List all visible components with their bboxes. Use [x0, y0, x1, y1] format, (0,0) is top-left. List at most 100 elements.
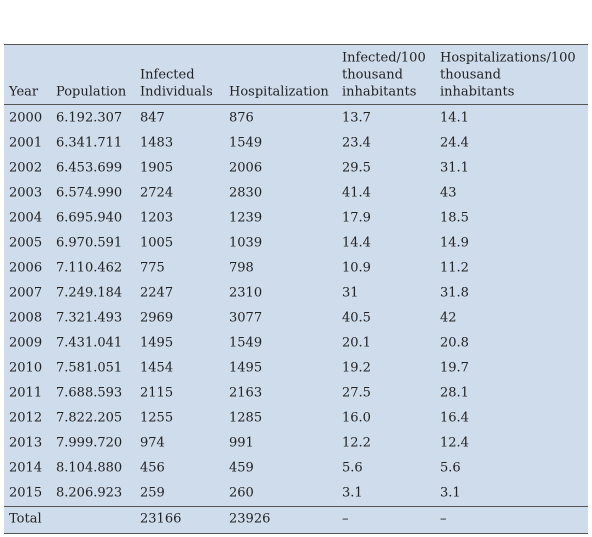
cell: 2310 — [229, 285, 263, 301]
cell: 1549 — [229, 335, 263, 351]
cell: 2015 — [9, 485, 43, 501]
cell: 2830 — [229, 185, 263, 201]
cell: 2008 — [9, 310, 43, 326]
header-cell: Year — [9, 84, 39, 100]
cell: 24.4 — [440, 135, 469, 151]
cell: 456 — [140, 460, 165, 476]
cell: 2724 — [140, 185, 174, 201]
cell: 7.431.041 — [56, 335, 123, 351]
cell: 40.5 — [342, 310, 371, 326]
cell: 259 — [140, 485, 165, 501]
total-cell: – — [440, 511, 447, 527]
cell: 1255 — [140, 410, 174, 426]
cell: 16.4 — [440, 410, 469, 426]
cell: 7.999.720 — [56, 435, 123, 451]
cell: 11.2 — [440, 260, 469, 276]
cell: 798 — [229, 260, 254, 276]
cell: 18.5 — [440, 210, 469, 226]
cell: 42 — [440, 310, 457, 326]
cell: 6.574.990 — [56, 185, 123, 201]
table — [4, 44, 588, 534]
cell: 7.581.051 — [56, 360, 123, 376]
cell: 7.249.184 — [56, 285, 123, 301]
cell: 7.822.205 — [56, 410, 123, 426]
cell: 2001 — [9, 135, 43, 151]
cell: 1239 — [229, 210, 263, 226]
cell: 31.8 — [440, 285, 469, 301]
cell: 20.1 — [342, 335, 371, 351]
cell: 12.2 — [342, 435, 371, 451]
cell: 1483 — [140, 135, 174, 151]
cell: 6.192.307 — [56, 110, 123, 126]
cell: 27.5 — [342, 385, 371, 401]
total-cell: Total — [9, 511, 42, 527]
header-cell: thousand — [342, 67, 403, 83]
cell: 2002 — [9, 160, 43, 176]
cell: 12.4 — [440, 435, 469, 451]
cell: 6.453.699 — [56, 160, 123, 176]
cell: 2247 — [140, 285, 174, 301]
cell: 19.2 — [342, 360, 371, 376]
cell: 43 — [440, 185, 457, 201]
total-cell: 23926 — [229, 511, 271, 527]
cell: 1285 — [229, 410, 263, 426]
cell: 2000 — [9, 110, 43, 126]
cell: 10.9 — [342, 260, 371, 276]
cell: 2163 — [229, 385, 263, 401]
cell: 3.1 — [342, 485, 363, 501]
header-cell: Hospitalizations/100 — [440, 50, 576, 66]
cell: 1203 — [140, 210, 174, 226]
cell: 19.7 — [440, 360, 469, 376]
cell: 23.4 — [342, 135, 371, 151]
cell: 847 — [140, 110, 165, 126]
cell: 991 — [229, 435, 254, 451]
header-cell: Hospitalization — [229, 84, 329, 100]
cell: 2010 — [9, 360, 43, 376]
cell: 2014 — [9, 460, 43, 476]
cell: 7.110.462 — [56, 260, 123, 276]
cell: 1495 — [140, 335, 174, 351]
header-cell: thousand — [440, 67, 501, 83]
cell: 2969 — [140, 310, 174, 326]
cell: 31 — [342, 285, 359, 301]
cell: 8.104.880 — [56, 460, 123, 476]
cell: 2004 — [9, 210, 43, 226]
cell: 20.8 — [440, 335, 469, 351]
cell: 1905 — [140, 160, 174, 176]
cell: 41.4 — [342, 185, 371, 201]
cell: 876 — [229, 110, 254, 126]
header-cell: Infected/100 — [342, 50, 426, 66]
header-cell: Infected — [140, 67, 195, 83]
cell: 1039 — [229, 235, 263, 251]
cell: 2006 — [9, 260, 43, 276]
cell: 29.5 — [342, 160, 371, 176]
cell: 14.1 — [440, 110, 469, 126]
cell: 3077 — [229, 310, 263, 326]
cell: 3.1 — [440, 485, 461, 501]
cell: 2011 — [9, 385, 43, 401]
header-rule — [4, 104, 588, 105]
cell: 16.0 — [342, 410, 371, 426]
cell: 5.6 — [440, 460, 461, 476]
cell: 1005 — [140, 235, 174, 251]
cell: 2007 — [9, 285, 43, 301]
header-cell: inhabitants — [440, 84, 515, 100]
cell: 775 — [140, 260, 165, 276]
cell: 1495 — [229, 360, 263, 376]
cell: 2009 — [9, 335, 43, 351]
cell: 17.9 — [342, 210, 371, 226]
cell: 28.1 — [440, 385, 469, 401]
cell: 8.206.923 — [56, 485, 123, 501]
cell: 6.695.940 — [56, 210, 123, 226]
cell: 7.321.493 — [56, 310, 123, 326]
cell: 6.341.711 — [56, 135, 123, 151]
cell: 2003 — [9, 185, 43, 201]
cell: 2006 — [229, 160, 263, 176]
cell: 974 — [140, 435, 165, 451]
cell: 2005 — [9, 235, 43, 251]
header-cell: inhabitants — [342, 84, 417, 100]
cell: 31.1 — [440, 160, 469, 176]
header-cell: Individuals — [140, 84, 213, 100]
total-cell: – — [342, 511, 349, 527]
